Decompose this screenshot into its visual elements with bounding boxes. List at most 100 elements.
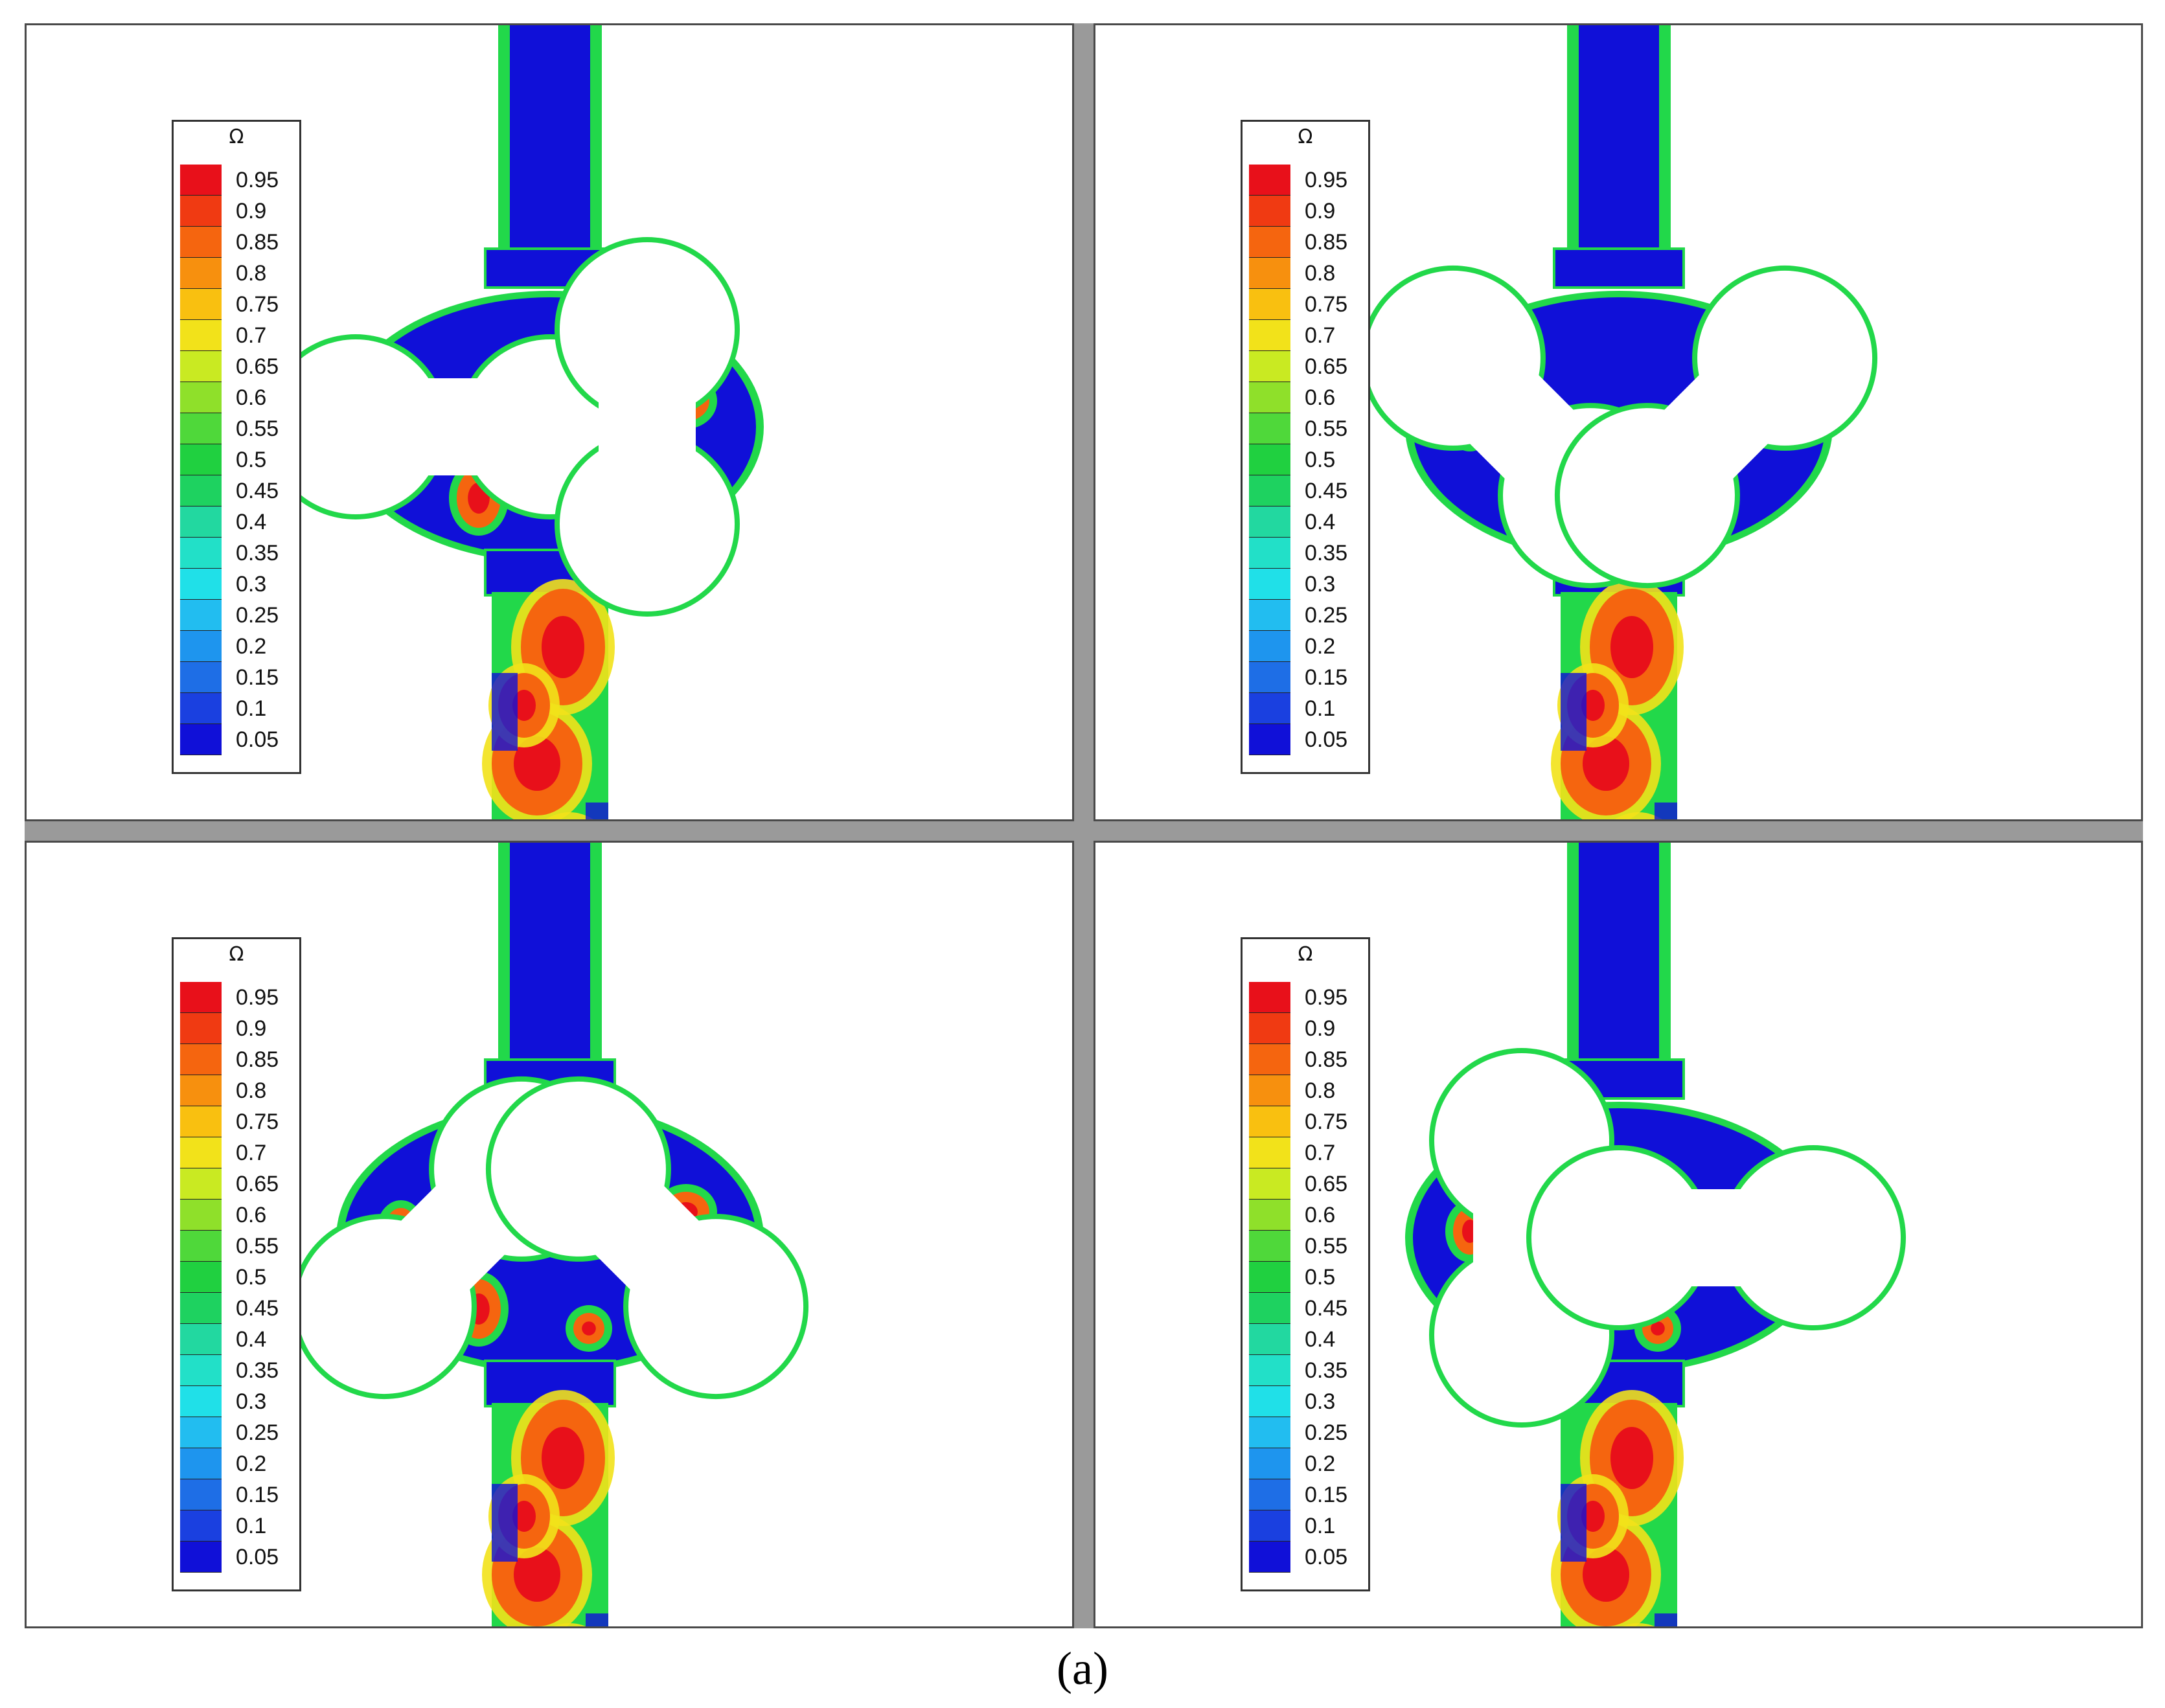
legend-level-label: 0.65 [236,354,279,379]
legend-swatch [180,413,222,444]
outlet-low-streak [492,1484,518,1562]
legend-swatch [1249,1479,1290,1510]
horizontal-separator [25,821,2143,841]
legend-level-label: 0.75 [1305,292,1348,317]
legend-level-label: 0.55 [236,1234,279,1258]
legend-swatch [180,1200,222,1231]
legend-level-label: 0.2 [1305,634,1336,659]
legend-level-label: 0.45 [236,1296,279,1321]
vortex-core [1581,690,1605,721]
legend-swatch [1249,289,1290,320]
legend-swatch [1249,413,1290,444]
legend-swatch [180,1075,222,1106]
legend-level-label: 0.95 [1305,168,1348,192]
legend-swatch [1249,631,1290,662]
legend-level-label: 0.95 [236,168,279,192]
vortex-core [1583,736,1629,791]
inlet-core [1579,843,1659,1076]
outlet-low-streak [1655,803,1677,819]
legend-swatch [1249,1355,1290,1386]
legend-level-label: 0.85 [236,1047,279,1072]
right-rotor [555,237,740,617]
legend-level-label: 0.3 [1305,572,1336,597]
legend-swatch [180,1510,222,1542]
outlet-low-streak [1561,673,1587,751]
legend-swatch [1249,320,1290,351]
legend-level-label: 0.75 [236,1110,279,1134]
legend-swatch [1249,693,1290,724]
legend-swatch [1249,1137,1290,1168]
legend-swatch [180,693,222,724]
legend-level-label: 0.75 [1305,1110,1348,1134]
vortex-halo [1621,1623,1655,1626]
legend-swatch [180,569,222,600]
contour-panel-bottom-right: Ω 0.95 0.9 0.85 0.8 0.75 0.7 0.65 0.6 0.55 0.5 0.45… [1094,841,2143,1628]
vortex-core [514,1547,560,1602]
legend-swatch [180,1324,222,1355]
legend-level-label: 0.2 [236,1452,267,1476]
legend-swatch [180,227,222,258]
legend-level-label: 0.35 [236,1358,279,1383]
legend-swatch [1249,1293,1290,1324]
legend-swatch [1249,1106,1290,1137]
vortex-core [1583,1547,1629,1602]
legend-level-label: 0.15 [1305,1483,1348,1507]
vortex-core [1610,616,1653,678]
legend-swatch [1249,600,1290,631]
legend-swatch [180,724,222,755]
legend-swatch [180,258,222,289]
legend-level-label: 0.4 [1305,1327,1336,1352]
contour-panel-top-left: Ω 0.95 0.9 0.85 0.8 0.75 0.7 0.65 0.6 0.55 0.5 0.45… [25,23,1074,821]
inlet-core [1579,25,1659,265]
legend-level-label: 0.65 [1305,1172,1348,1196]
legend-level-label: 0.8 [1305,1078,1336,1103]
vortex-core [512,1501,536,1532]
vortex-halo [553,1623,586,1626]
legend-level-label: 0.1 [1305,1514,1336,1538]
contour-panel-top-right: Ω 0.95 0.9 0.85 0.8 0.75 0.7 0.65 0.6 0.55 0.5 0.45… [1094,23,2143,821]
legend-swatch [180,1262,222,1293]
legend-level-label: 0.25 [1305,603,1348,628]
legend-swatch [180,1417,222,1448]
legend-level-label: 0.35 [1305,541,1348,565]
legend-level-label: 0.5 [1305,1265,1336,1290]
left-rotor [263,334,643,519]
vortex-halo [1614,812,1662,819]
legend-level-label: 0.2 [1305,1452,1336,1476]
legend-swatch [1249,507,1290,538]
legend-level-label: 0.9 [1305,1016,1336,1041]
legend-swatch [180,982,222,1013]
legend-level-label: 0.25 [1305,1420,1348,1445]
vortex-core [1610,1427,1653,1489]
vortex-halo [545,812,593,819]
legend-swatch [1249,1168,1290,1200]
legend-swatch [180,1168,222,1200]
legend-swatch [180,1542,222,1573]
legend-swatch [1249,662,1290,693]
legend-level-label: 0.15 [1305,665,1348,690]
colorbar-legend: Ω 0.95 0.9 0.85 0.8 0.75 0.7 0.65 0.6 0.55 0.5 0.45… [172,120,301,774]
vortex-core [512,690,536,721]
legend-swatch [180,289,222,320]
legend-symbol: Ω [1298,126,1313,148]
flow-field-plot [263,25,764,819]
legend-level-label: 0.8 [1305,261,1336,286]
legend-level-label: 0.5 [1305,448,1336,472]
legend-level-label: 0.1 [1305,696,1336,721]
colorbar-legend: Ω 0.95 0.9 0.85 0.8 0.75 0.7 0.65 0.6 0.55 0.5 0.45… [1241,937,1370,1591]
legend-swatch [180,1293,222,1324]
legend-level-label: 0.1 [236,1514,267,1538]
casing-vortex-core [1651,1321,1665,1336]
legend-symbol: Ω [229,126,244,148]
outlet-low-streak [586,1613,608,1626]
legend-swatch [1249,1200,1290,1231]
right-rotor [1526,1145,1906,1330]
legend-swatch [180,382,222,413]
legend-swatch [180,538,222,569]
legend-level-label: 0.15 [236,1483,279,1507]
legend-level-label: 0.6 [236,385,267,410]
legend-swatch [1249,1262,1290,1293]
legend-level-label: 0.05 [1305,1545,1348,1569]
legend-swatch [1249,1231,1290,1262]
